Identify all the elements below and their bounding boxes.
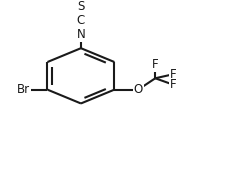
Text: N: N bbox=[76, 28, 85, 41]
Text: S: S bbox=[77, 0, 84, 13]
Text: C: C bbox=[76, 14, 85, 27]
Text: F: F bbox=[169, 78, 176, 91]
Text: F: F bbox=[169, 68, 176, 81]
Text: F: F bbox=[151, 58, 158, 71]
Text: Br: Br bbox=[17, 83, 30, 96]
Text: O: O bbox=[133, 83, 142, 96]
